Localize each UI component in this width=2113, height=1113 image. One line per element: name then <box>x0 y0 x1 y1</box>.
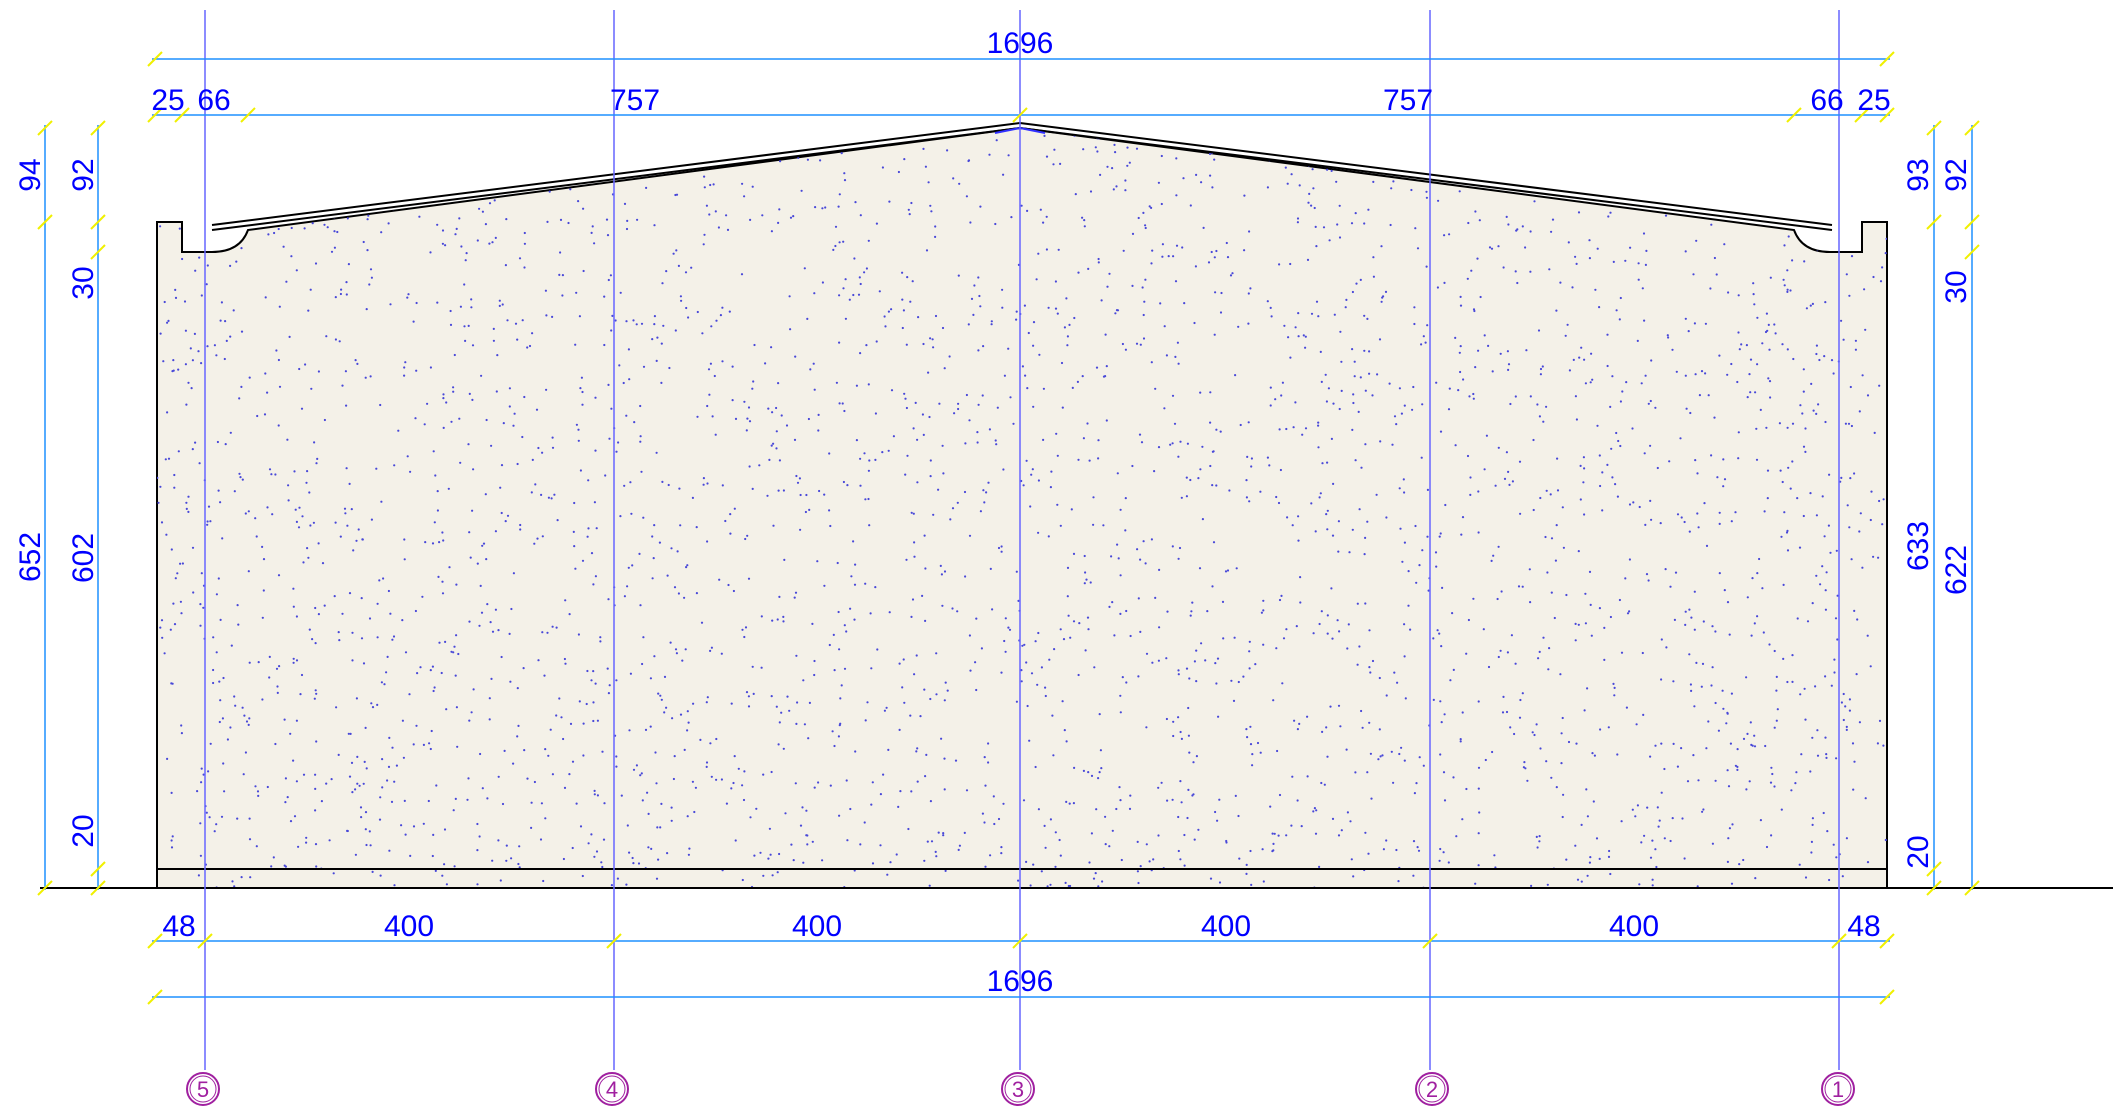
dim-top-757-right: 757 <box>1383 84 1433 117</box>
dim-left-30: 30 <box>67 266 100 299</box>
dim-bottom-bay-3: 400 <box>1201 910 1251 943</box>
dim-bottom-left-48: 48 <box>162 910 195 943</box>
grid-bubble-label-2: 2 <box>1426 1077 1438 1102</box>
dim-right-93: 93 <box>1902 158 1935 191</box>
dim-left-652: 652 <box>14 532 47 582</box>
dim-right-30: 30 <box>1940 270 1973 303</box>
roof-line-right <box>1019 127 1833 231</box>
grid-lines <box>204 10 1840 1070</box>
grid-bubble-label-3: 3 <box>1012 1077 1024 1102</box>
dim-top-overall: 1696 <box>987 27 1054 60</box>
dim-right-92: 92 <box>1940 158 1973 191</box>
dim-left-20: 20 <box>67 814 100 847</box>
dim-top-right-25: 25 <box>1857 84 1890 117</box>
dim-right-633: 633 <box>1902 521 1935 571</box>
dim-bottom-bay-2: 400 <box>792 910 842 943</box>
roof-line-right-top <box>1019 122 1833 226</box>
dim-right-622: 622 <box>1940 545 1973 595</box>
dim-top-757-left: 757 <box>610 84 660 117</box>
grid-bubble-3: 3 <box>1001 1072 1035 1106</box>
wall-elevation <box>156 126 1888 889</box>
dim-top-right-66: 66 <box>1810 84 1843 117</box>
grid-bubble-label-1: 1 <box>1832 1077 1844 1102</box>
dim-bottom-bay-1: 400 <box>384 910 434 943</box>
roof-line-left-top <box>211 122 1021 226</box>
dim-left-92: 92 <box>67 158 100 191</box>
grid-bubble-2: 2 <box>1415 1072 1449 1106</box>
dim-left-94: 94 <box>14 158 47 191</box>
grid-bubble-label-4: 4 <box>606 1077 618 1102</box>
grid-bubble-label-5: 5 <box>197 1077 209 1102</box>
dimension-ticks <box>37 51 1980 1005</box>
roof-line-left <box>211 127 1021 231</box>
grid-bubble-5: 5 <box>186 1072 220 1106</box>
dim-right-20: 20 <box>1902 835 1935 868</box>
dim-bottom-overall: 1696 <box>987 965 1054 998</box>
dim-top-left-66: 66 <box>197 84 230 117</box>
dim-bottom-bay-4: 400 <box>1609 910 1659 943</box>
dim-bottom-right-48: 48 <box>1847 910 1880 943</box>
grid-bubble-4: 4 <box>595 1072 629 1106</box>
dim-top-left-25: 25 <box>151 84 184 117</box>
grid-bubble-1: 1 <box>1821 1072 1855 1106</box>
dim-left-602: 602 <box>67 533 100 583</box>
